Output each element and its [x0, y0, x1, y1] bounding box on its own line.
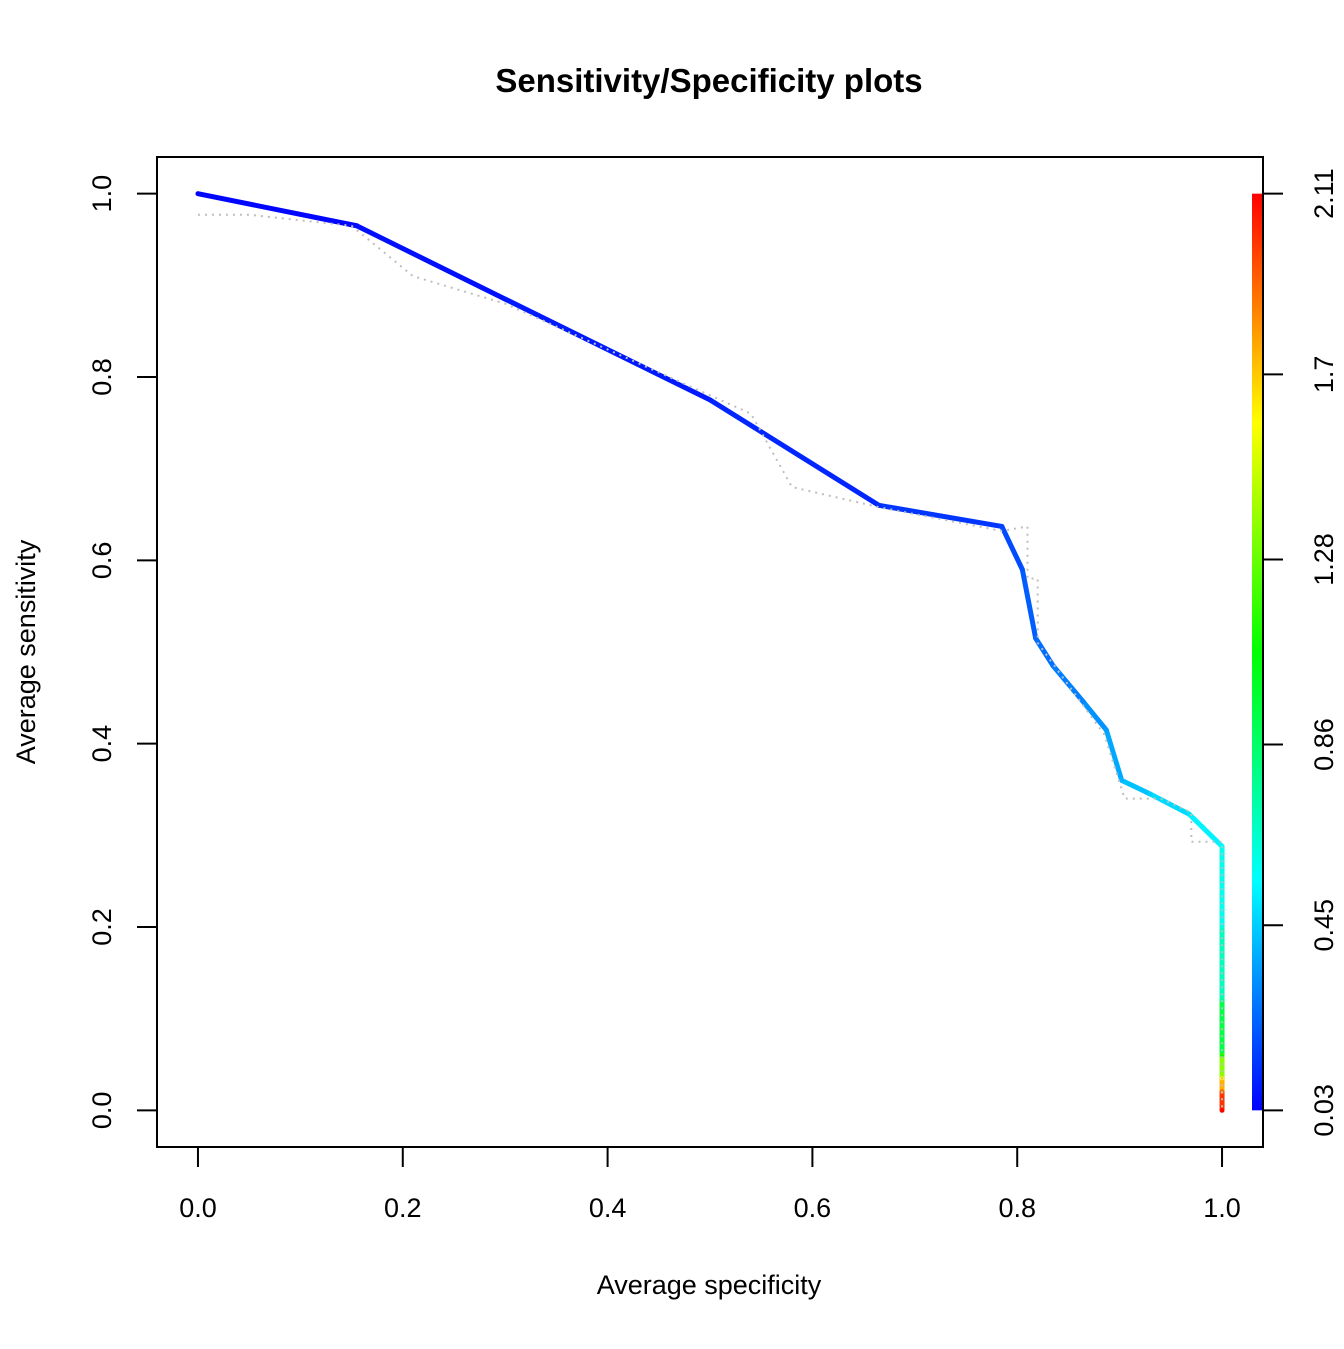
curve-point [354, 223, 359, 228]
curve-point [1219, 924, 1225, 930]
y-tick-label: 0.4 [87, 725, 117, 763]
y-tick-label: 0.2 [87, 908, 117, 946]
curve-segment [707, 397, 882, 508]
x-tick-label: 0.2 [384, 1193, 422, 1223]
y-axis-label: Average sensitivity [11, 539, 41, 764]
curve-point [1148, 791, 1153, 797]
curve-segment [999, 523, 1025, 572]
series-layer [195, 191, 1225, 1113]
curve-segment [354, 223, 508, 302]
curve-segment [1119, 777, 1153, 797]
plot-frame [156, 156, 1264, 1148]
colorbar-tick-label: 1.28 [1309, 533, 1339, 586]
curve-point [1219, 1108, 1225, 1113]
x-tick-label: 0.8 [998, 1193, 1036, 1223]
y-tick-label: 0.0 [87, 1092, 117, 1130]
curve-segment [1019, 567, 1039, 641]
y-tick-label: 1.0 [87, 175, 117, 213]
curve-point [195, 191, 201, 196]
colorbar-tick-label: 2.11 [1309, 168, 1339, 219]
chart-title: Sensitivity/Specificity plots [495, 62, 922, 99]
series-0 [195, 191, 1225, 1113]
curve-point [1219, 1053, 1225, 1058]
x-axis-label: Average specificity [597, 1270, 822, 1300]
x-tick-label: 0.4 [589, 1193, 627, 1223]
curve-point [1104, 727, 1109, 733]
x-tick-label: 0.0 [179, 1193, 217, 1223]
curve-segment [876, 502, 1005, 529]
colorbar [1252, 193, 1262, 1111]
curve-segment [1103, 727, 1125, 783]
curve-segment [1033, 635, 1056, 669]
x-tick-label: 0.6 [794, 1193, 832, 1223]
curve-segment [1186, 811, 1225, 849]
curve-point [1081, 700, 1086, 705]
curve-point [1119, 778, 1124, 783]
curve-segment [195, 191, 360, 229]
curve-segment [1081, 699, 1109, 733]
curve-point [999, 524, 1005, 529]
x-tick-label: 1.0 [1203, 1193, 1241, 1223]
curve-segment [1147, 791, 1192, 817]
y-axis: 0.0 0.2 0.4 0.6 0.8 1.0 [87, 175, 158, 1130]
colorbar-tick-label: 0.45 [1309, 899, 1339, 952]
average-curve-dotted [197, 213, 1224, 1111]
x-axis: 0.0 0.2 0.4 0.6 0.8 1.0 [179, 1146, 1241, 1223]
y-tick-label: 0.8 [87, 358, 117, 396]
colorbar-axis: 0.03 0.45 0.86 1.28 1.7 2.11 [1262, 168, 1339, 1137]
series-1 [197, 213, 1224, 1111]
colorbar-tick-label: 1.7 [1309, 356, 1339, 394]
curve-point [502, 296, 508, 302]
curve-point [707, 397, 713, 403]
y-tick-label: 0.6 [87, 542, 117, 580]
colorbar-tick-label: 0.86 [1309, 718, 1339, 771]
curve-point [1020, 567, 1025, 572]
colorbar-tick-label: 0.03 [1309, 1084, 1339, 1137]
